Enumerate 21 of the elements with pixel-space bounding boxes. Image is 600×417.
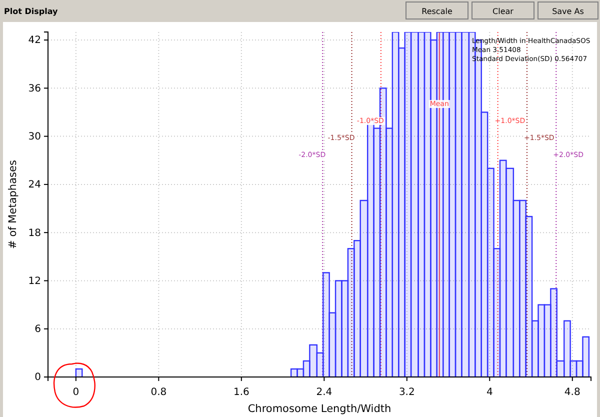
x-tick-label: 1.6: [233, 387, 250, 398]
x-axis-title: Chromosome Length/Width: [248, 403, 392, 415]
chart-title: Plot Display: [4, 7, 58, 16]
text: Clear: [492, 7, 514, 16]
x-tick-label: 3.2: [398, 387, 415, 398]
y-tick-label: 24: [28, 180, 41, 191]
y-tick-label: 36: [28, 83, 41, 94]
text: Rescale: [422, 7, 452, 16]
x-tick-label: 4: [486, 387, 493, 398]
y-axis-title: # of Metaphases: [7, 160, 19, 249]
x-tick-label: 4.8: [564, 387, 580, 398]
x-tick-label: 2.4: [316, 387, 332, 398]
y-tick-label: 42: [28, 35, 41, 46]
text: Save As: [552, 7, 584, 16]
y-tick-label: 0: [34, 372, 41, 384]
x-tick-label: 0: [72, 387, 80, 398]
y-tick-label: 18: [28, 228, 41, 239]
y-tick-label: 30: [28, 132, 41, 142]
y-tick-label: 6: [34, 324, 41, 336]
y-tick-label: 12: [28, 276, 41, 287]
x-tick-label: 0.8: [150, 387, 167, 398]
